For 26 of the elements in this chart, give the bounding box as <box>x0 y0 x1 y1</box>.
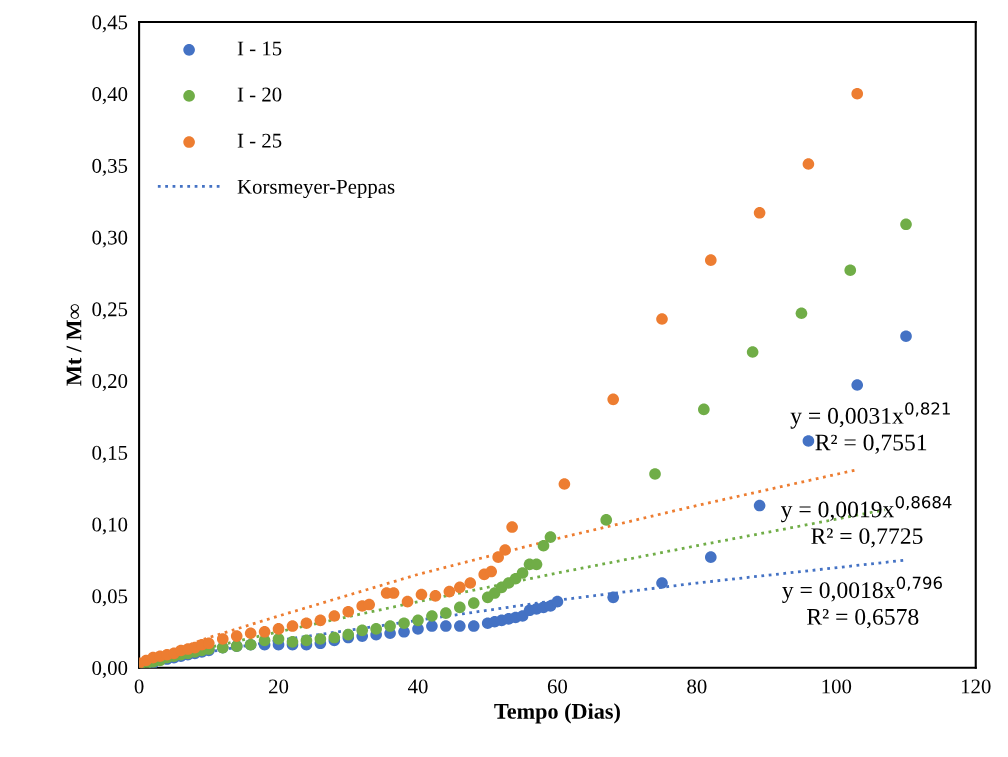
y-tick-label: 0,10 <box>92 517 128 535</box>
y-tick-label: 0,05 <box>92 589 128 607</box>
y-axis-title: Mt / M∞ <box>66 304 82 386</box>
y-tick-label: 0,40 <box>92 87 128 105</box>
y-tick-label: 0,35 <box>92 158 128 176</box>
annotation: y = 0,0019x$^{0,8684}$ R² = 0,7725 <box>780 495 952 548</box>
legend-label: I - 20 <box>237 87 282 102</box>
x-tick-label: 80 <box>687 679 707 694</box>
y-tick-label: 0,00 <box>92 661 128 679</box>
y-tick-label: 0,20 <box>92 374 128 392</box>
legend-label: I - 25 <box>237 133 282 148</box>
annotation: y = 0,0031x$^{0,821}$ R² = 0,7551 <box>790 402 950 454</box>
legend-label: Korsmeyer-Peppas <box>237 179 395 199</box>
x-tick-label: 100 <box>822 679 852 694</box>
x-tick-label: 40 <box>407 679 428 694</box>
annotation: y = 0,0018x$^{0,796}$ R² = 0,6578 <box>782 576 942 629</box>
y-tick-label: 0,25 <box>92 302 128 320</box>
y-tick-label: 0,45 <box>92 15 128 33</box>
x-tick-label: 20 <box>269 679 289 694</box>
legend-label: I - 15 <box>237 41 282 56</box>
x-tick-label: 60 <box>547 679 568 694</box>
x-axis-title: Tempo (Dias) <box>494 703 620 724</box>
x-tick-label: 120 <box>961 679 991 694</box>
y-tick-label: 0,15 <box>92 445 128 463</box>
y-tick-label: 0,30 <box>92 230 128 248</box>
x-tick-label: 0 <box>134 679 144 694</box>
